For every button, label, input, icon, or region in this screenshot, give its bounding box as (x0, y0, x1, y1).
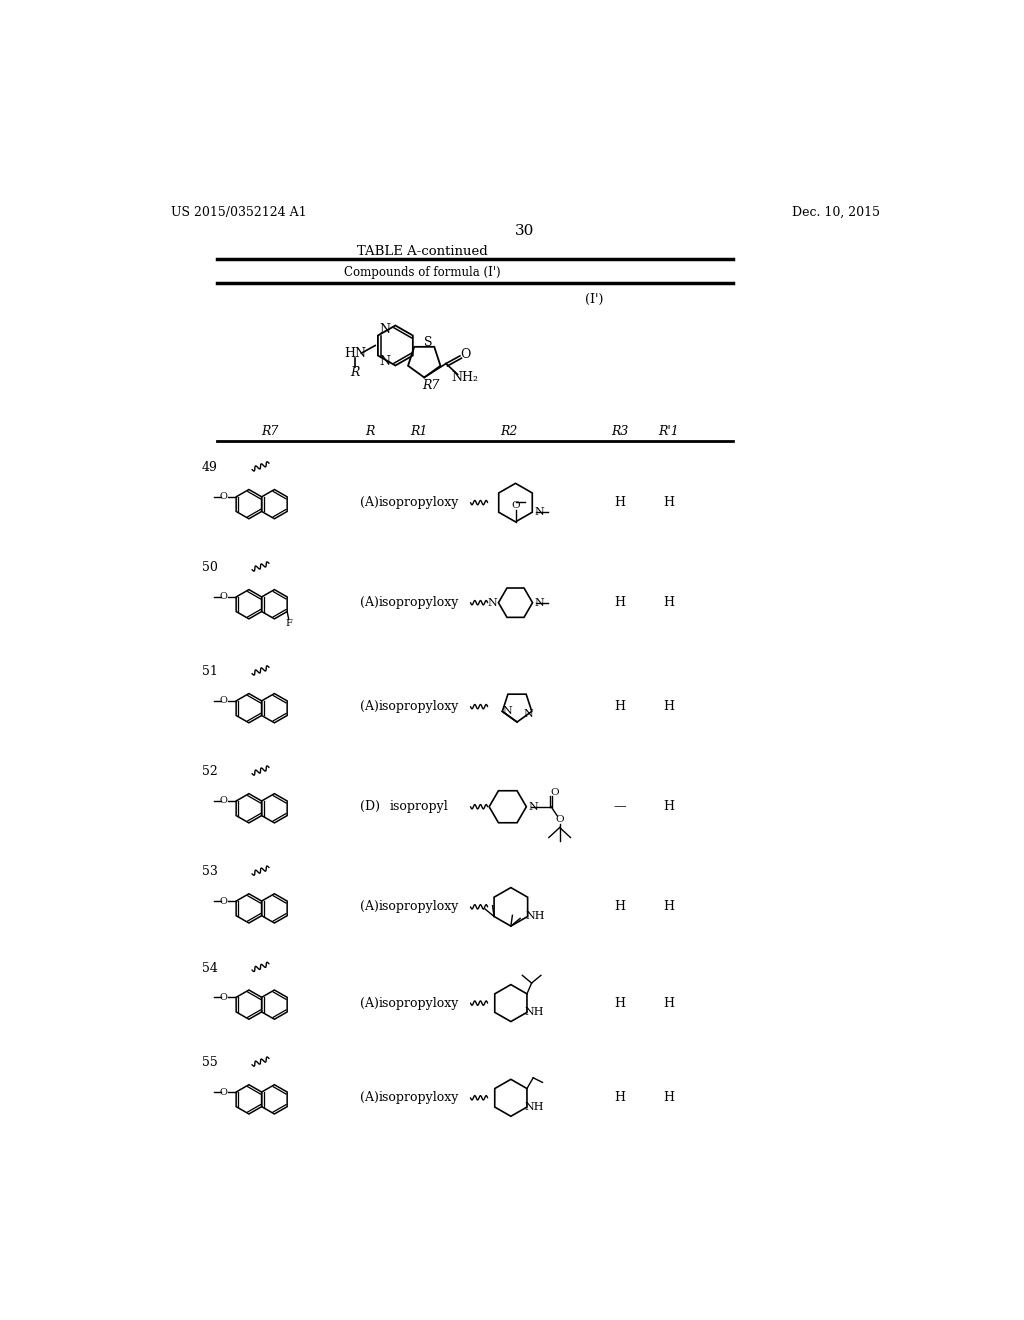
Text: N: N (503, 706, 513, 717)
Text: R3: R3 (611, 425, 629, 438)
Text: N: N (379, 323, 390, 335)
Text: isopropyloxy: isopropyloxy (379, 997, 459, 1010)
Text: F: F (286, 619, 292, 628)
Text: O: O (555, 814, 564, 824)
Text: N: N (379, 355, 390, 368)
Text: N: N (535, 507, 544, 517)
Text: O: O (551, 788, 559, 797)
Text: R2: R2 (501, 425, 518, 438)
Text: H: H (614, 597, 626, 610)
Text: 49: 49 (202, 461, 217, 474)
Text: S: S (424, 335, 432, 348)
Text: H: H (664, 900, 675, 913)
Text: H: H (664, 597, 675, 610)
Text: NH: NH (525, 1007, 545, 1018)
Text: isopropyl: isopropyl (389, 800, 449, 813)
Text: O: O (220, 1088, 227, 1097)
Text: (D): (D) (359, 800, 380, 813)
Text: HN: HN (344, 347, 366, 360)
Text: O: O (511, 502, 520, 510)
Text: isopropyloxy: isopropyloxy (379, 900, 459, 913)
Text: Compounds of formula (I'): Compounds of formula (I') (344, 267, 501, 280)
Text: (A): (A) (360, 496, 379, 510)
Text: N: N (535, 598, 545, 607)
Text: O: O (220, 993, 227, 1002)
Text: R'1: R'1 (658, 425, 679, 438)
Text: R7: R7 (422, 379, 439, 392)
Text: (A): (A) (360, 1092, 379, 1105)
Text: H: H (664, 700, 675, 713)
Text: 52: 52 (202, 766, 217, 779)
Text: isopropyloxy: isopropyloxy (379, 496, 459, 510)
Text: O: O (220, 796, 227, 805)
Text: isopropyloxy: isopropyloxy (379, 1092, 459, 1105)
Text: R1: R1 (410, 425, 427, 438)
Text: O: O (460, 348, 470, 360)
Text: H: H (614, 496, 626, 510)
Text: R: R (366, 425, 375, 438)
Text: H: H (614, 1092, 626, 1105)
Text: O: O (220, 593, 227, 602)
Text: 54: 54 (202, 961, 217, 974)
Text: (A): (A) (360, 597, 379, 610)
Text: (A): (A) (360, 997, 379, 1010)
Text: H: H (664, 997, 675, 1010)
Text: Dec. 10, 2015: Dec. 10, 2015 (792, 206, 880, 219)
Text: TABLE A-continued: TABLE A-continued (357, 246, 487, 259)
Text: 30: 30 (515, 224, 535, 238)
Text: isopropyloxy: isopropyloxy (379, 700, 459, 713)
Text: NH: NH (525, 1102, 545, 1111)
Text: 50: 50 (202, 561, 217, 574)
Text: H: H (664, 496, 675, 510)
Text: 51: 51 (202, 665, 217, 678)
Text: H: H (664, 1092, 675, 1105)
Text: isopropyloxy: isopropyloxy (379, 597, 459, 610)
Text: NH: NH (525, 912, 545, 921)
Text: R: R (350, 366, 359, 379)
Text: (A): (A) (360, 900, 379, 913)
Text: 53: 53 (202, 866, 217, 878)
Text: (I'): (I') (586, 293, 603, 306)
Text: H: H (664, 800, 675, 813)
Text: H: H (614, 997, 626, 1010)
Text: H: H (614, 700, 626, 713)
Text: N: N (487, 598, 497, 607)
Text: (A): (A) (360, 700, 379, 713)
Text: O: O (220, 896, 227, 906)
Text: —: — (613, 800, 627, 813)
Text: N: N (528, 801, 539, 812)
Text: H: H (614, 900, 626, 913)
Text: O: O (220, 697, 227, 705)
Text: N: N (523, 709, 532, 718)
Text: O: O (220, 492, 227, 502)
Text: US 2015/0352124 A1: US 2015/0352124 A1 (171, 206, 306, 219)
Text: 55: 55 (202, 1056, 217, 1069)
Text: NH₂: NH₂ (452, 371, 479, 384)
Text: R7: R7 (261, 425, 279, 438)
